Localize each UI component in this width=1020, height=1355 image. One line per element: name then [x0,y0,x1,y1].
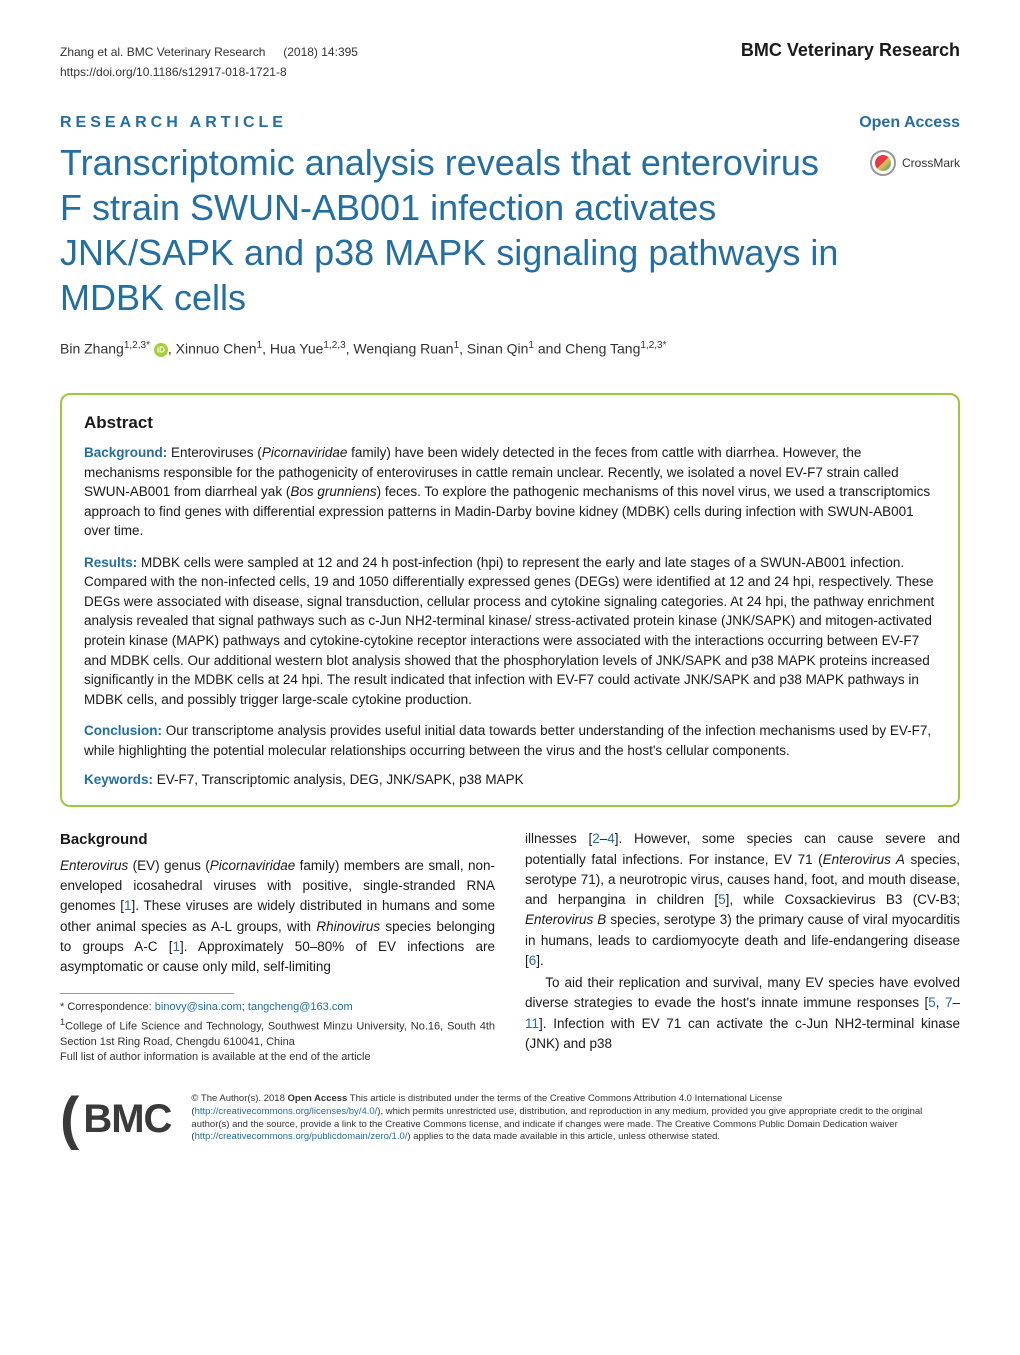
background-heading: Background [60,829,495,852]
bmc-text: BMC [83,1099,171,1139]
title-row: Transcriptomic analysis reveals that ent… [60,140,960,320]
bmc-paren-icon: ( [60,1090,79,1148]
footer: ( BMC © The Author(s). 2018 Open Access … [60,1090,960,1148]
author-3: , Hua Yue [262,341,323,357]
ref-link[interactable]: 11 [525,1016,539,1031]
right-column: illnesses [2–4]. However, some species c… [525,829,960,1065]
orcid-icon[interactable] [154,343,168,357]
crossmark-icon [870,150,896,176]
author-2: , Xinnuo Chen [168,341,257,357]
article-label-row: RESEARCH ARTICLE Open Access [60,114,960,132]
keywords: Keywords: EV-F7, Transcriptomic analysis… [84,772,936,787]
ref-link[interactable]: 1 [172,939,180,954]
license-text: © The Author(s). 2018 Open Access This a… [191,1093,960,1144]
license-link[interactable]: http://creativecommons.org/publicdomain/… [195,1131,408,1142]
body-paragraph-right-1: illnesses [2–4]. However, some species c… [525,829,960,971]
header-row: Zhang et al. BMC Veterinary Research (20… [60,40,960,61]
email-link[interactable]: binovy@sina.com [155,1001,242,1013]
ref-link[interactable]: 4 [607,831,615,846]
abstract-background: Background: Enteroviruses (Picornavirida… [84,443,936,541]
article-title: Transcriptomic analysis reveals that ent… [60,140,850,320]
authors-list: Bin Zhang1,2,3* , Xinnuo Chen1, Hua Yue1… [60,340,960,357]
background-label: Background: [84,445,167,460]
research-article-label: RESEARCH ARTICLE [60,114,287,132]
abstract-results: Results: MDBK cells were sampled at 12 a… [84,553,936,710]
open-access-label: Open Access [859,114,960,132]
abstract-box: Abstract Background: Enteroviruses (Pico… [60,393,960,807]
ref-link[interactable]: 5 [718,892,726,907]
keywords-label: Keywords: [84,772,153,787]
abstract-conclusion: Conclusion: Our transcriptome analysis p… [84,721,936,760]
body-paragraph-right-2: To aid their replication and survival, m… [525,973,960,1054]
doi: https://doi.org/10.1186/s12917-018-1721-… [60,65,960,79]
body-section: Background Enterovirus (EV) genus (Picor… [60,829,960,1065]
bmc-logo: ( BMC [60,1090,171,1148]
author-1: Bin Zhang [60,341,124,357]
ref-link[interactable]: 1 [124,898,132,913]
citation: Zhang et al. BMC Veterinary Research (20… [60,43,358,61]
crossmark-text: CrossMark [902,156,960,170]
body-paragraph-left: Enterovirus (EV) genus (Picornaviridae f… [60,856,495,978]
journal-name: BMC Veterinary Research [741,40,960,61]
author-6: Cheng Tang [565,341,640,357]
ref-link[interactable]: 5 [928,995,936,1010]
citation-authors: Zhang et al. BMC Veterinary Research [60,45,265,59]
abstract-heading: Abstract [84,413,936,433]
left-column: Background Enterovirus (EV) genus (Picor… [60,829,495,1065]
results-label: Results: [84,555,137,570]
divider [60,993,234,994]
citation-year [270,45,283,59]
author-5: , Sinan Qin [459,341,528,357]
conclusion-label: Conclusion: [84,723,162,738]
author-4: , Wenqiang Ruan [346,341,454,357]
email-link[interactable]: tangcheng@163.com [248,1001,353,1013]
license-link[interactable]: http://creativecommons.org/licenses/by/4… [195,1106,378,1117]
correspondence: * Correspondence: binovy@sina.com; tangc… [60,1000,495,1065]
crossmark-badge[interactable]: CrossMark [870,150,960,176]
ref-link[interactable]: 2 [592,831,600,846]
